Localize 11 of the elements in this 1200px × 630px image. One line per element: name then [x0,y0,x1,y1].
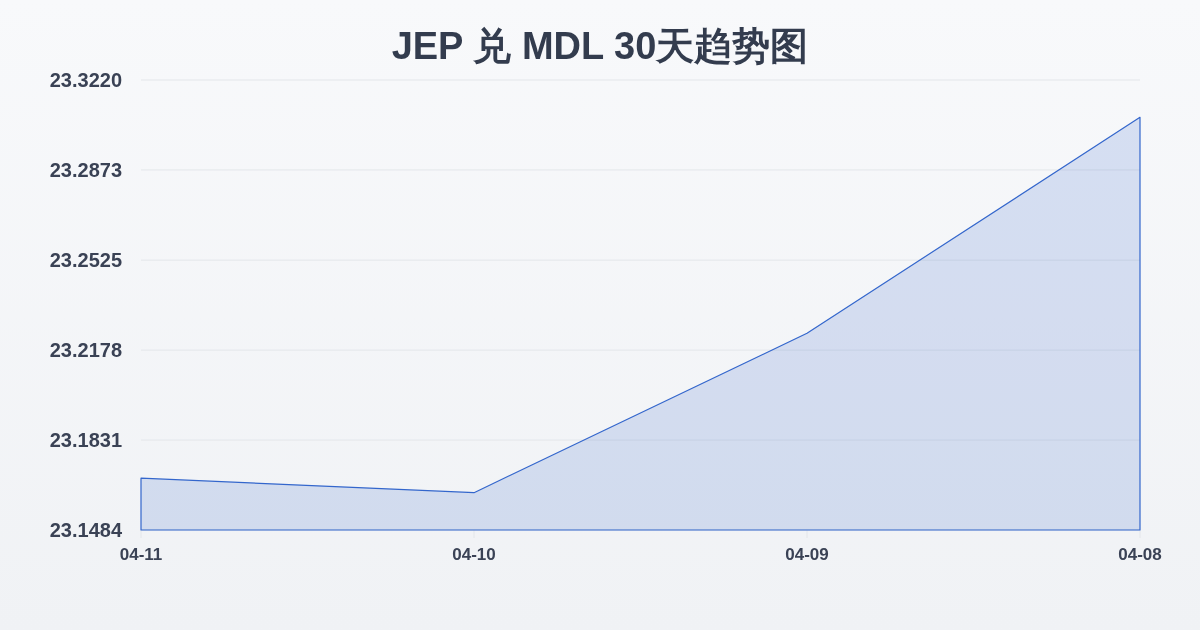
x-tick-label: 04-11 [119,544,163,564]
y-tick-label: 23.2178 [49,339,122,362]
x-tick-label: 04-10 [452,544,496,564]
x-tick-label: 04-09 [785,544,829,564]
y-tick-label: 23.1484 [49,519,122,541]
y-tick-label: 23.2873 [49,158,122,181]
title: JEP 兑 MDL 30天趋势图 [391,25,809,67]
x-tick-label: 04-08 [1118,544,1162,564]
y-tick-label: 23.1831 [49,429,122,452]
y-tick-label: 23.3220 [49,69,122,91]
y-tick-label: 23.2525 [49,249,122,272]
